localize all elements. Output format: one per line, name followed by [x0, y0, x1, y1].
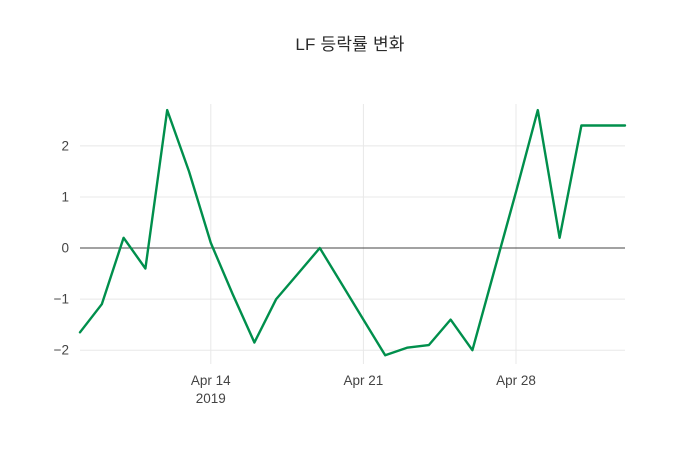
chart-title: LF 등락률 변화	[295, 35, 405, 54]
x-tick-label: Apr 28	[496, 373, 536, 388]
x-tick-label: Apr 21	[344, 373, 384, 388]
y-tick-label: −2	[54, 343, 69, 358]
y-tick-label: 2	[61, 138, 69, 153]
series-line	[78, 108, 627, 357]
y-tick-label: −1	[54, 292, 69, 307]
y-tick-label: 1	[61, 189, 69, 204]
x-tick-label: Apr 14	[191, 373, 231, 388]
y-tick-label: 0	[61, 241, 69, 256]
x-tick-sublabel: 2019	[196, 391, 226, 406]
